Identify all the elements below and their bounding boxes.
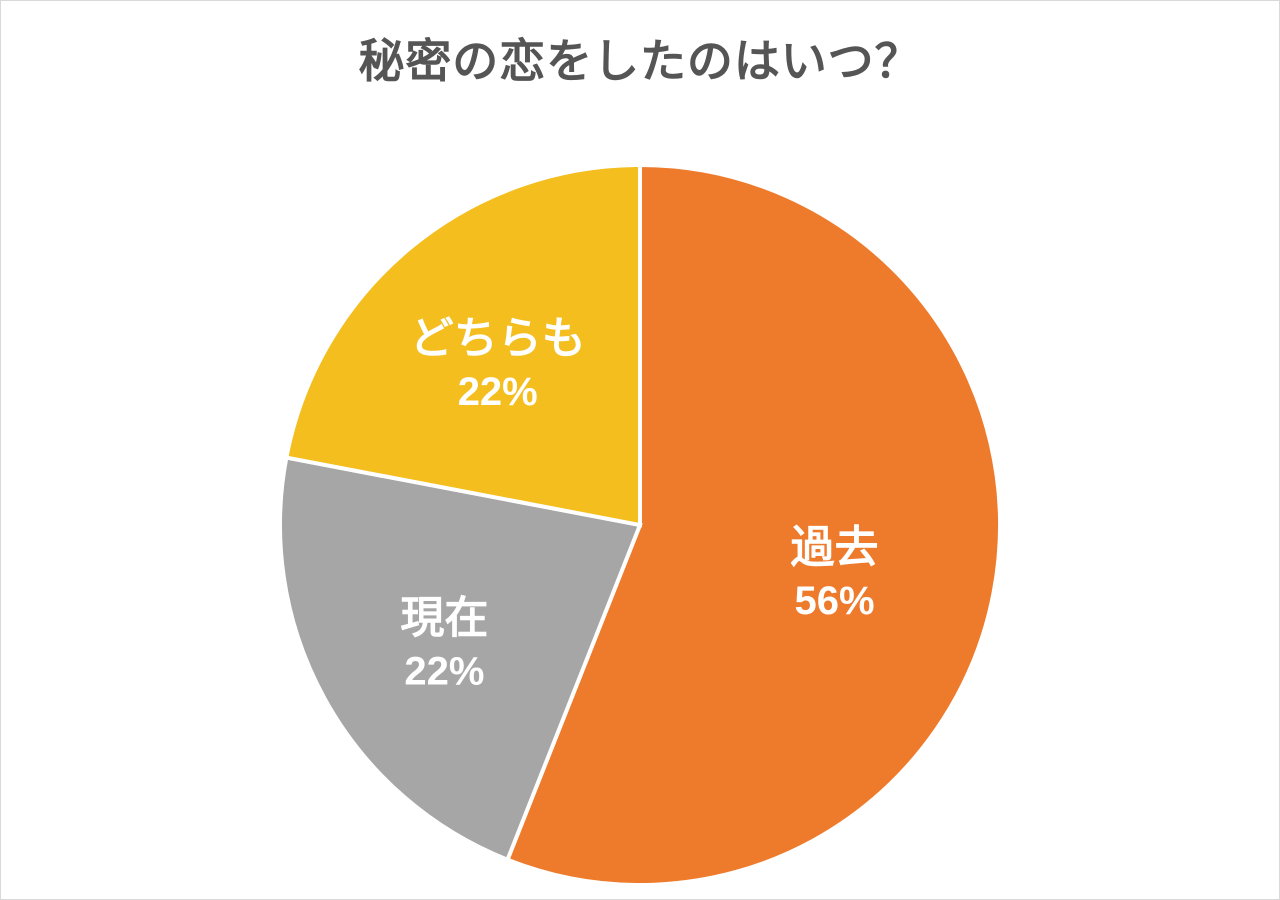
chart-frame: 秘密の恋をしたのはいつ？ 過去56%現在22%どちらも22%: [0, 0, 1280, 900]
chart-title: 秘密の恋をしたのはいつ？: [1, 25, 1279, 91]
pie-chart: 過去56%現在22%どちらも22%: [276, 161, 1004, 894]
pie-svg: 過去56%現在22%どちらも22%: [276, 161, 1004, 889]
